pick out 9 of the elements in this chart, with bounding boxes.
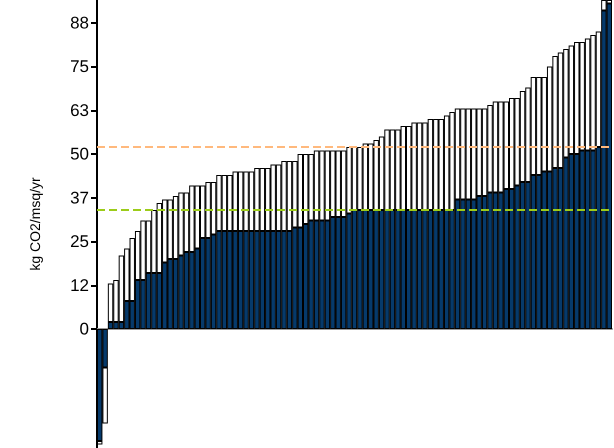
y-tick-label: 88: [70, 13, 89, 32]
y-tick-label: 50: [70, 144, 89, 164]
y-tick-label: 75: [70, 57, 89, 76]
y-tick-label: 0: [80, 320, 89, 338]
y-tick-label: 12: [70, 276, 89, 295]
y-tick-label: 37: [70, 188, 89, 208]
y-tick-label: 63: [70, 100, 89, 120]
y-tick-label: 25: [70, 232, 89, 251]
y-axis-title: kg CO2/msq/yr: [27, 176, 43, 271]
